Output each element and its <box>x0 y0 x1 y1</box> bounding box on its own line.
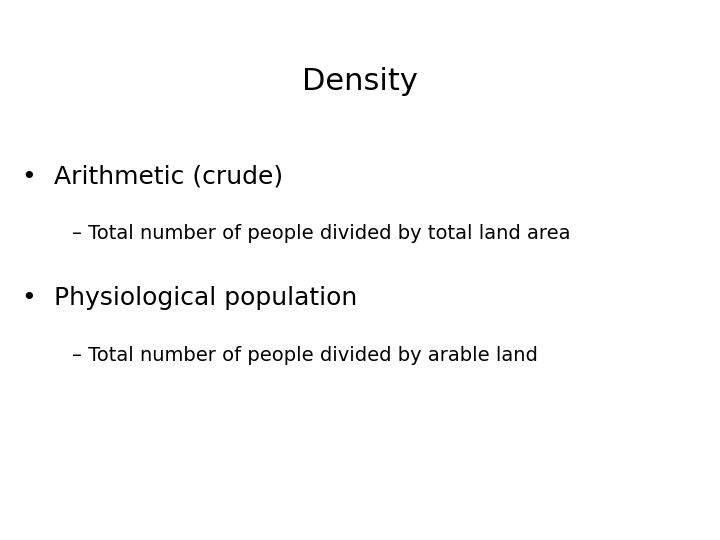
Text: •: • <box>22 165 36 188</box>
Text: – Total number of people divided by total land area: – Total number of people divided by tota… <box>72 224 570 243</box>
Text: •: • <box>22 286 36 310</box>
Text: Physiological population: Physiological population <box>54 286 357 310</box>
Text: – Total number of people divided by arable land: – Total number of people divided by arab… <box>72 346 538 365</box>
Text: Arithmetic (crude): Arithmetic (crude) <box>54 165 283 188</box>
Text: Density: Density <box>302 68 418 97</box>
